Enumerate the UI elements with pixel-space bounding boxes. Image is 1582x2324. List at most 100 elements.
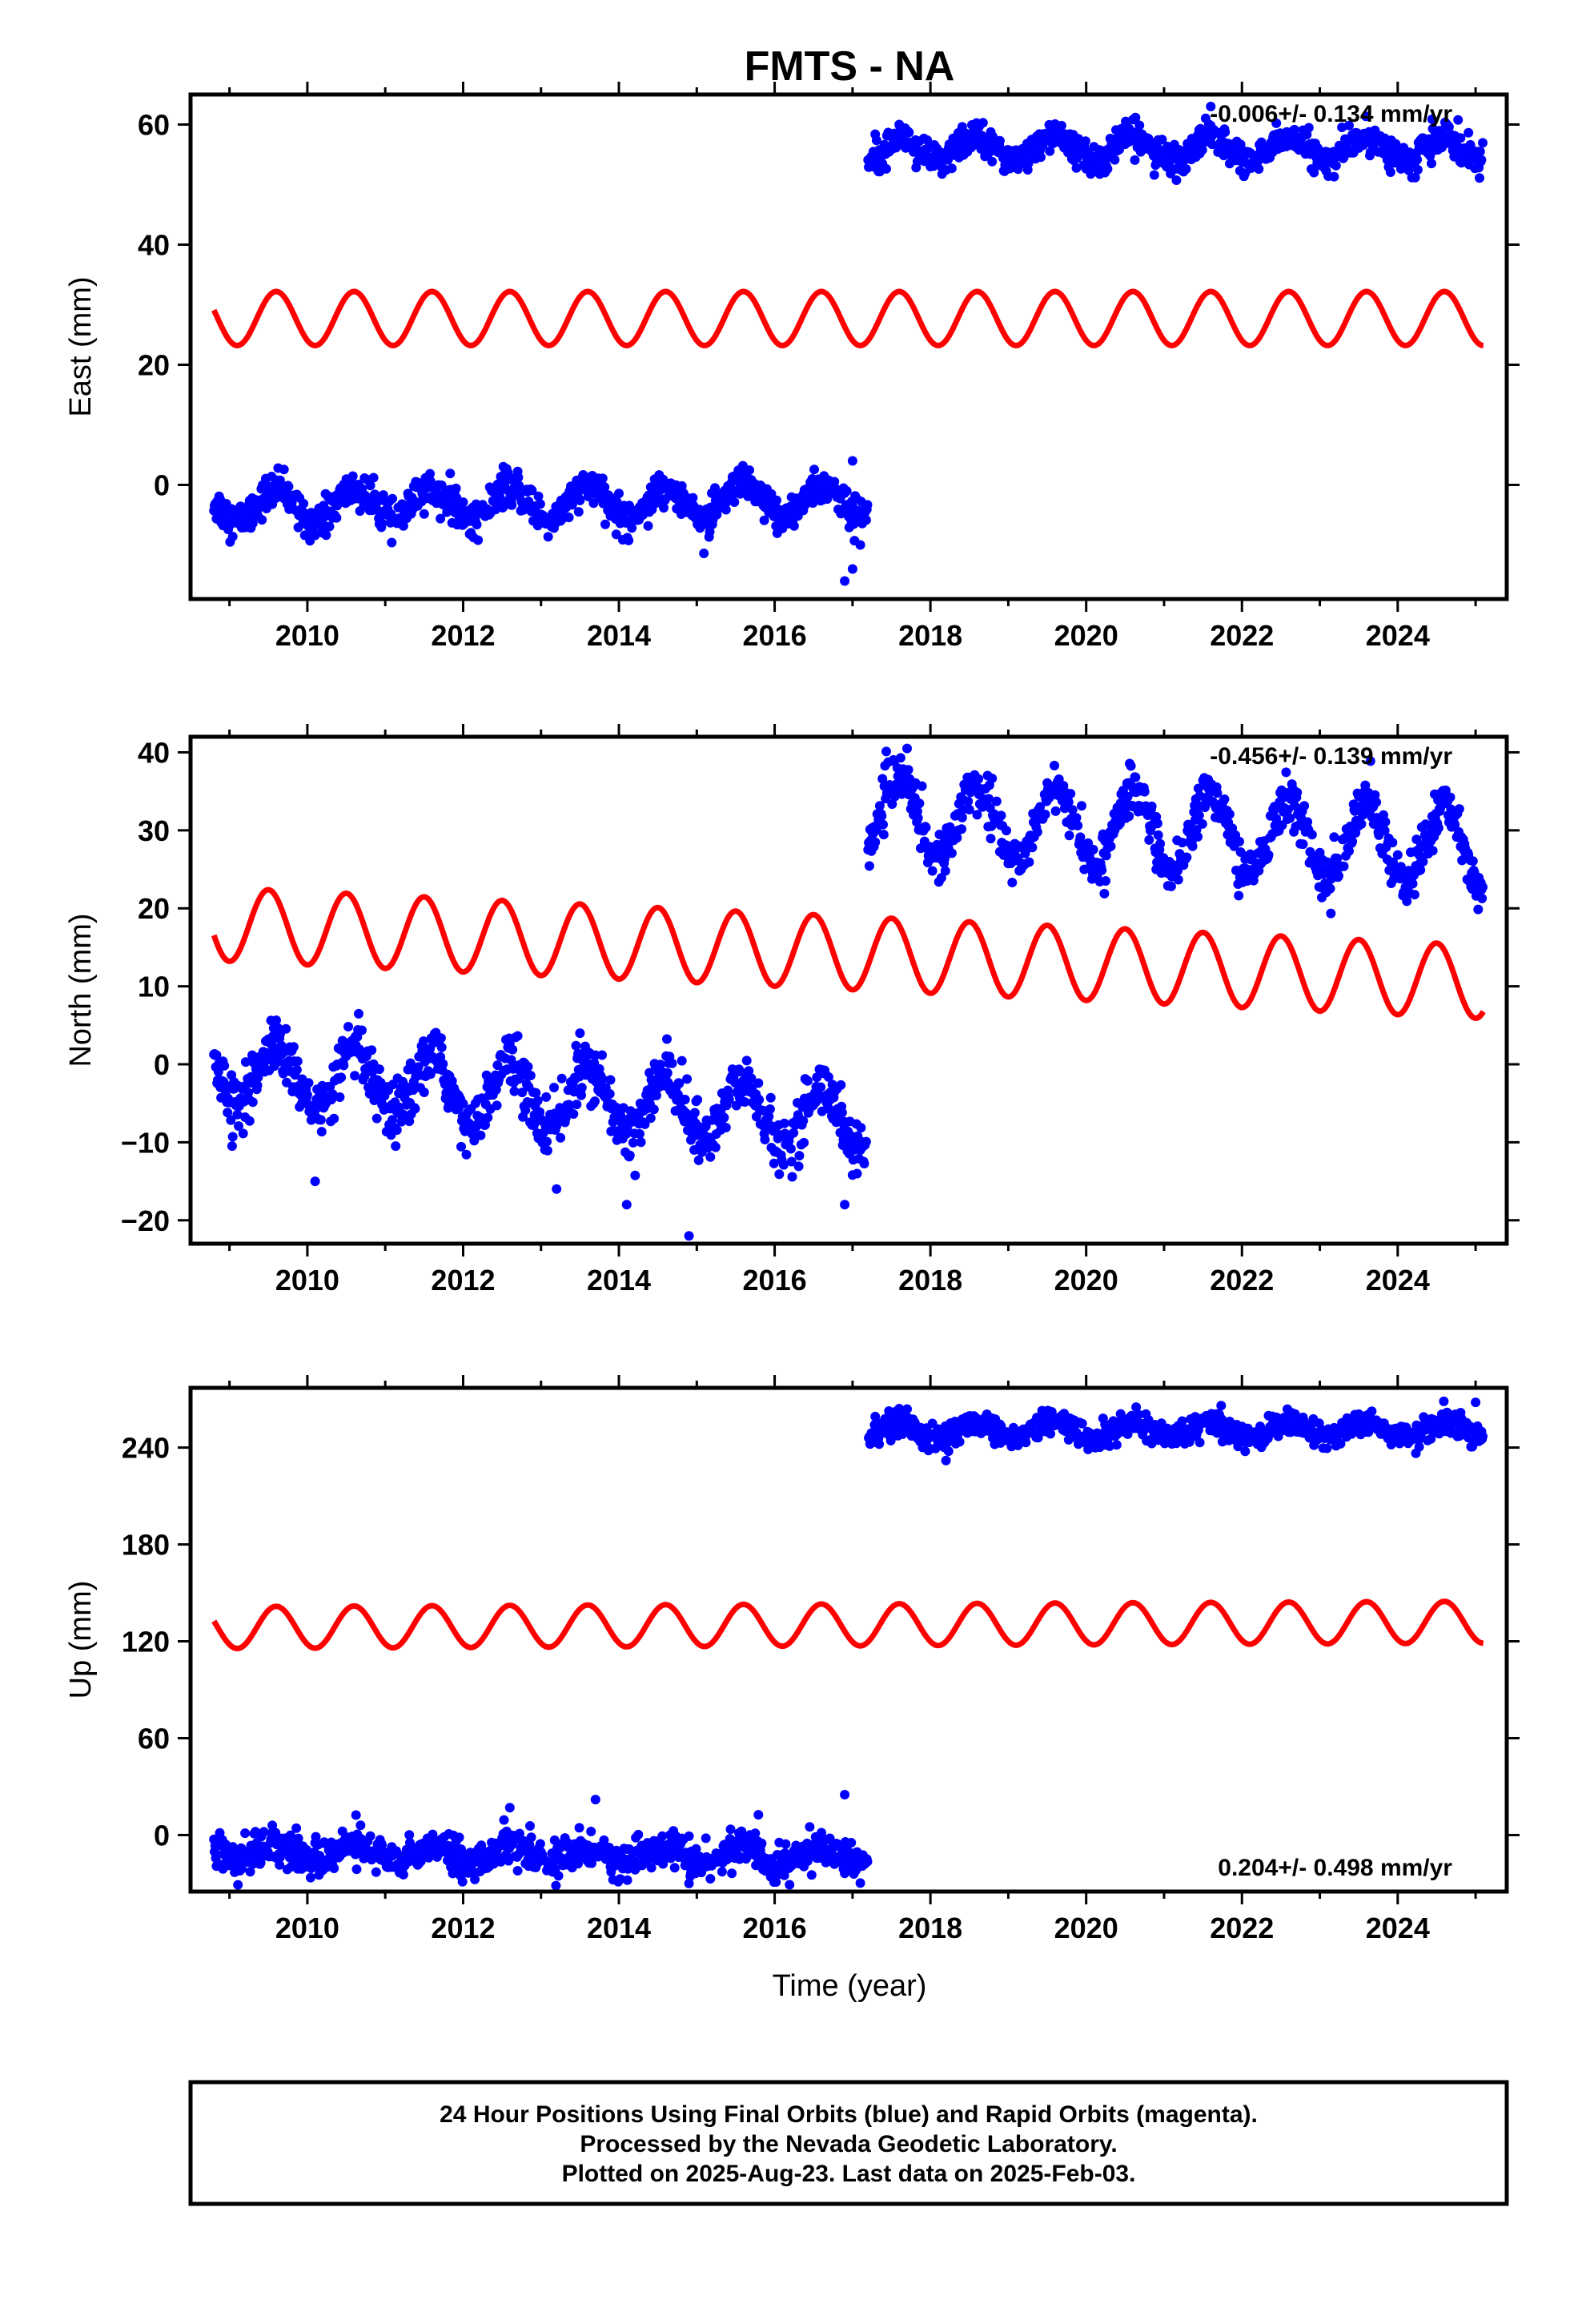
- data-point: [636, 1137, 646, 1148]
- data-point: [1478, 882, 1488, 892]
- data-point: [306, 1872, 315, 1883]
- data-point: [614, 489, 624, 499]
- data-point: [458, 497, 468, 508]
- data-point: [564, 513, 574, 523]
- data-point: [551, 1880, 561, 1891]
- data-point: [445, 468, 456, 479]
- data-point: [1040, 810, 1050, 819]
- data-point: [271, 1015, 281, 1025]
- plot-frame: [188, 734, 1509, 1246]
- data-point: [1207, 139, 1217, 150]
- data-point: [293, 1833, 303, 1844]
- data-point: [600, 519, 610, 529]
- data-point: [597, 1050, 607, 1060]
- data-point: [759, 515, 769, 525]
- data-point: [331, 513, 342, 523]
- data-point: [994, 135, 1005, 146]
- x-tick-label: 2022: [1210, 619, 1274, 652]
- data-point: [473, 535, 484, 545]
- y-tick-label: 30: [138, 814, 170, 847]
- data-point: [760, 1135, 770, 1144]
- data-point: [684, 1831, 694, 1841]
- data-point: [622, 1875, 632, 1885]
- data-point: [894, 119, 905, 130]
- data-point: [1453, 115, 1464, 125]
- data-point: [365, 480, 375, 491]
- data-point: [912, 156, 922, 167]
- x-tick-label: 2020: [1054, 1264, 1118, 1297]
- data-point: [705, 527, 715, 537]
- y-axis-title: East (mm): [64, 276, 98, 416]
- y-tick-label: 40: [138, 229, 170, 262]
- data-point: [1193, 831, 1203, 842]
- data-point: [1412, 165, 1423, 175]
- y-tick-label: 40: [138, 736, 170, 769]
- data-point: [725, 1824, 736, 1835]
- data-point: [1307, 830, 1317, 840]
- data-point: [1292, 787, 1303, 798]
- data-point: [852, 1168, 862, 1179]
- data-point: [1299, 801, 1310, 811]
- data-point: [754, 1095, 765, 1105]
- x-tick-label: 2018: [898, 619, 962, 652]
- data-point: [846, 1838, 857, 1848]
- data-point: [586, 1827, 596, 1836]
- data-point: [1152, 818, 1162, 829]
- data-point: [633, 1829, 644, 1839]
- data-point: [682, 1074, 693, 1084]
- data-point: [786, 1156, 797, 1167]
- data-point: [946, 848, 957, 858]
- data-point: [1365, 756, 1375, 766]
- data-point: [220, 509, 230, 520]
- data-point: [1088, 844, 1098, 854]
- data-point: [684, 1878, 694, 1888]
- data-point: [1303, 817, 1313, 827]
- data-point: [987, 156, 998, 167]
- data-point: [757, 1838, 767, 1848]
- data-point: [926, 162, 936, 171]
- data-point: [461, 1149, 472, 1160]
- data-point: [285, 1830, 295, 1840]
- data-point: [238, 1128, 248, 1139]
- data-point: [758, 1105, 768, 1116]
- data-point: [512, 1866, 523, 1876]
- data-point: [1153, 830, 1163, 840]
- data-point: [436, 513, 446, 524]
- data-point: [436, 480, 447, 490]
- data-point: [640, 1119, 650, 1129]
- data-point: [1182, 852, 1192, 862]
- figure-title: FMTS - NA: [745, 43, 955, 90]
- data-point: [1134, 1409, 1144, 1420]
- data-point: [456, 1141, 466, 1152]
- data-point: [451, 483, 461, 493]
- data-point: [1468, 856, 1478, 866]
- data-point: [699, 549, 709, 558]
- data-point: [885, 1435, 896, 1445]
- y-tick-label: 0: [154, 469, 170, 502]
- north-panel: 2010 2012 2014 2016 2018 2020 2022 2024−20−1001…: [64, 724, 1520, 1297]
- data-point: [447, 1076, 457, 1086]
- data-point: [1329, 832, 1339, 842]
- data-point: [729, 497, 740, 507]
- data-point: [1464, 127, 1474, 138]
- data-point: [410, 1104, 420, 1114]
- data-point: [1130, 155, 1140, 165]
- data-point: [1177, 838, 1187, 848]
- data-point: [302, 1090, 312, 1100]
- data-point: [245, 1867, 255, 1877]
- data-point: [1173, 875, 1183, 885]
- x-tick-label: 2024: [1366, 1264, 1430, 1297]
- data-point: [413, 1062, 424, 1072]
- data-point: [1433, 822, 1443, 833]
- data-point: [744, 1066, 754, 1076]
- data-point: [1412, 155, 1423, 165]
- data-point: [1050, 761, 1059, 770]
- data-point: [1064, 830, 1074, 841]
- data-point: [787, 1172, 797, 1182]
- data-point: [1334, 870, 1343, 881]
- data-point: [689, 1108, 700, 1118]
- data-point: [454, 1832, 464, 1843]
- data-point: [1130, 112, 1141, 123]
- data-point: [541, 1092, 552, 1102]
- data-point: [507, 500, 517, 510]
